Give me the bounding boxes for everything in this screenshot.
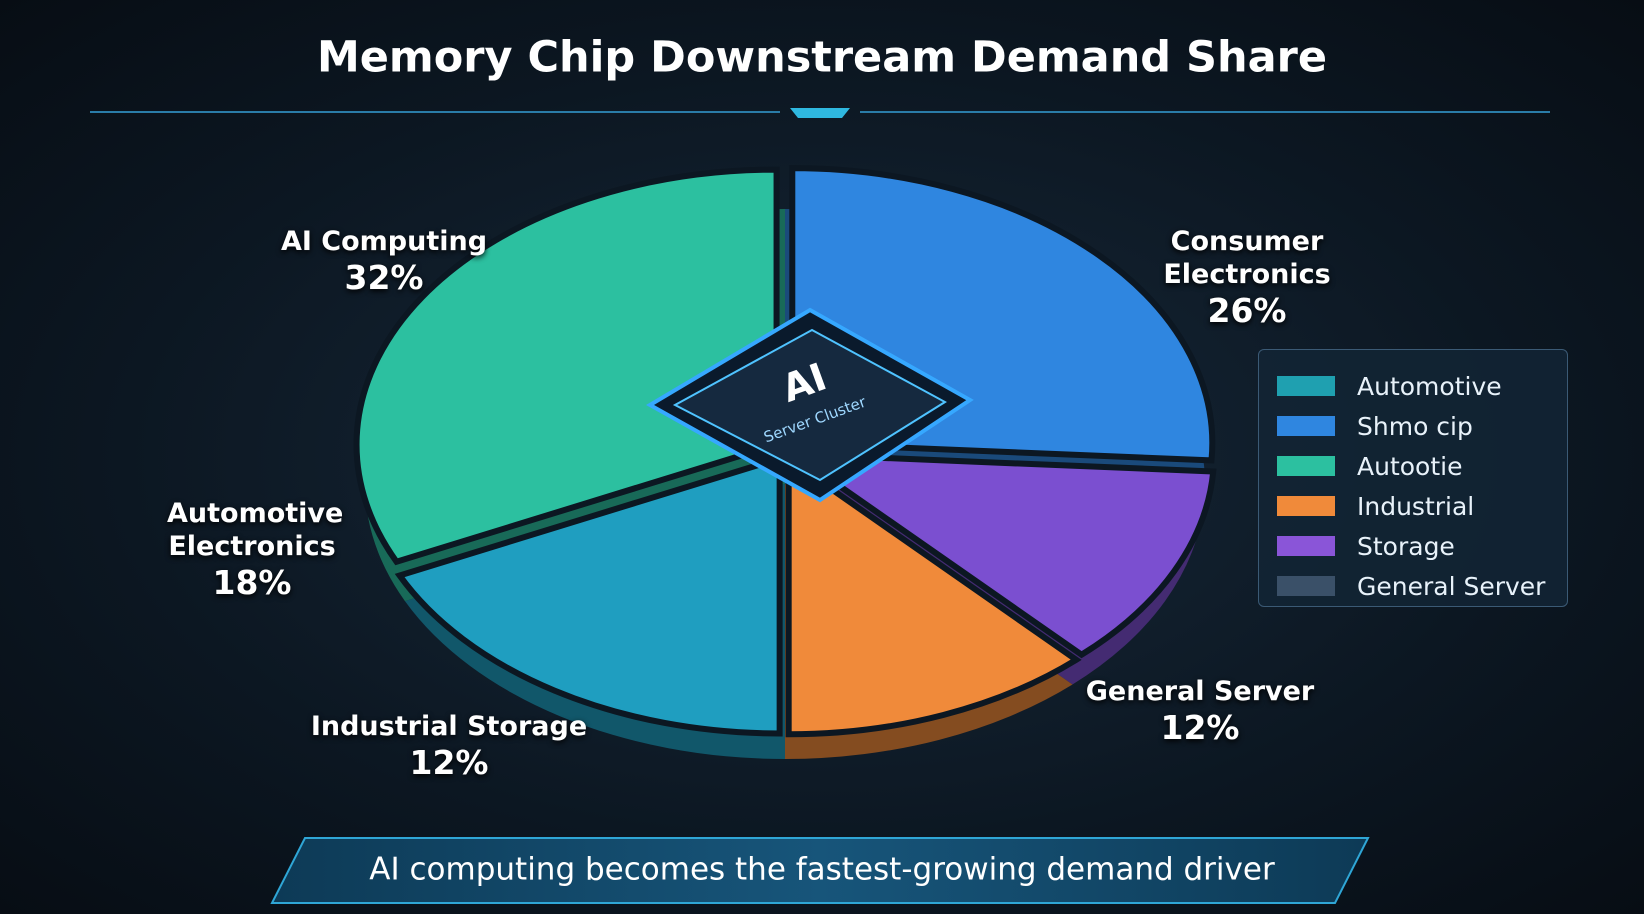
slice [353,166,780,566]
legend-label: Storage [1357,531,1455,561]
slice-name: Automotive Electronics [167,498,344,562]
annotation: AI computing becomes the fastest-growing… [369,852,1275,888]
legend-swatch [1277,536,1335,556]
center-chip: AI Server Cluster [645,307,974,503]
slice-name: Industrial Storage [310,711,588,742]
legend-entry: General Server [1277,566,1549,606]
legend-entry: Storage [1277,526,1549,566]
slice-label: AI Computing 32% [264,225,504,298]
slice-value-label: 12% [409,743,489,782]
legend-swatch [1277,456,1335,476]
legend-label: Autootie [1357,451,1463,481]
slice-label: Industrial Storage 12% [309,710,589,783]
chart-title: Memory Chip Downstream Demand Share [317,33,1327,83]
pie [353,165,1217,759]
legend-swatch [1277,576,1335,596]
legend-swatch [1277,416,1335,436]
slice-value-label: 18% [212,563,292,602]
legend-entry: Automotive [1277,366,1549,406]
slice-value-label: 32% [344,258,424,297]
slice-name: AI Computing [280,226,488,257]
slice [783,450,1217,659]
legend-entry: Autootie [1277,446,1549,486]
slice-label: Consumer Electronics 26% [1087,225,1407,331]
slice-label: Automotive Electronics 18% [167,497,344,603]
legend-entry: Shmo cip [1277,406,1549,446]
legend-label: Industrial [1357,491,1475,521]
slice-value-label: 12% [1160,708,1240,747]
title-accent [790,108,850,118]
legend-label: Automotive [1357,371,1502,401]
slice-name: General Server [1085,676,1315,707]
legend-swatch [1277,496,1335,516]
legend: Automotive Shmo cip Autootie Industrial Stor… [1258,349,1568,607]
legend-label: General Server [1357,571,1546,601]
legend-label: Shmo cip [1357,411,1473,441]
slice [785,453,1082,738]
slice-label: General Server 12% [1070,675,1330,748]
annotation-banner [270,837,1370,904]
legend-swatch [1277,376,1335,396]
slice-name: Consumer Electronics [1163,226,1331,290]
legend-entry: Industrial [1277,486,1549,526]
slice [394,454,783,737]
slice-value-label: 26% [1207,291,1287,330]
